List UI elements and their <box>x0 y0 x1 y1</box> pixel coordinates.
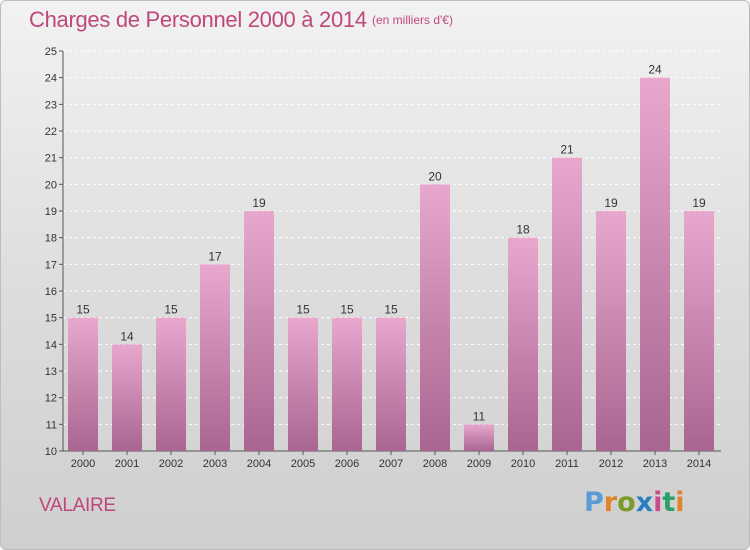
y-tick-label: 14 <box>45 339 57 351</box>
logo-letter: i <box>675 487 685 518</box>
data-labels: 15 14 15 17 19 15 15 15 20 11 18 21 19 24 19 <box>76 63 706 424</box>
bar-value-label: 15 <box>384 303 398 317</box>
y-tick-label: 20 <box>45 179 57 191</box>
x-tick-label: 2007 <box>379 458 403 470</box>
bar <box>156 317 186 451</box>
y-tick-label: 19 <box>45 206 57 218</box>
bar-value-label: 15 <box>296 303 310 317</box>
x-tick-label: 2012 <box>599 458 623 470</box>
y-tick-label: 23 <box>45 99 57 111</box>
y-tick-label: 15 <box>45 313 57 325</box>
bars <box>68 77 714 452</box>
x-tick-label: 2002 <box>159 458 183 470</box>
bar-value-label: 19 <box>252 196 266 210</box>
chart-title: Charges de Personnel 2000 à 2014 <box>29 7 367 32</box>
bar-value-label: 21 <box>560 143 574 157</box>
bar-value-label: 17 <box>208 249 222 263</box>
x-tick-label: 2001 <box>115 458 139 470</box>
bar <box>420 184 450 452</box>
commune-name: VALAIRE <box>39 495 116 516</box>
x-tick-label: 2013 <box>643 458 667 470</box>
x-tick-label: 2005 <box>291 458 315 470</box>
bar-value-label: 18 <box>516 223 530 237</box>
bar-value-label: 19 <box>692 196 706 210</box>
x-tick-label: 2003 <box>203 458 227 470</box>
y-tick-label: 24 <box>45 73 57 85</box>
y-tick-label: 25 <box>45 46 57 58</box>
bar <box>200 264 230 451</box>
bar-value-label: 20 <box>428 169 442 183</box>
y-tick-label: 13 <box>45 366 57 378</box>
y-tick-label: 10 <box>45 446 57 458</box>
x-tick-label: 2008 <box>423 458 447 470</box>
bar <box>464 424 494 451</box>
y-tick-label: 17 <box>45 259 57 271</box>
x-tick-label: 2014 <box>687 458 711 470</box>
y-tick-label: 16 <box>45 286 57 298</box>
bar-value-label: 15 <box>340 303 354 317</box>
x-tick-label: 2006 <box>335 458 359 470</box>
y-tick-label: 18 <box>45 233 57 245</box>
bar-value-label: 19 <box>604 196 618 210</box>
y-tick-label: 22 <box>45 126 57 138</box>
bar-value-label: 15 <box>76 303 90 317</box>
bar-value-label: 14 <box>120 329 134 343</box>
logo-letter: o <box>617 487 636 518</box>
bar <box>508 237 538 451</box>
bar-value-label: 15 <box>164 303 178 317</box>
bar <box>68 317 98 451</box>
x-tick-label: 2011 <box>555 458 579 470</box>
proxiti-logo[interactable]: Proxiti <box>584 487 685 518</box>
bar-value-label: 11 <box>473 409 486 423</box>
logo-letter: P <box>584 487 604 518</box>
logo-letter: i <box>653 487 663 518</box>
x-tick-label: 2004 <box>247 458 271 470</box>
bar <box>332 317 362 451</box>
bar <box>376 317 406 451</box>
axes: 10 11 12 13 14 15 16 17 18 19 20 21 22 23 24 25 2000 2001… <box>45 46 721 470</box>
chart-subtitle: (en milliers d'€) <box>372 13 453 27</box>
x-tick-label: 2010 <box>511 458 535 470</box>
bar <box>244 211 274 451</box>
y-tick-label: 21 <box>45 153 57 165</box>
y-tick-label: 11 <box>46 419 57 431</box>
x-tick-label: 2000 <box>71 458 95 470</box>
bar <box>684 211 714 451</box>
bar-value-label: 24 <box>648 63 662 77</box>
logo-letter: t <box>662 487 676 518</box>
logo-letter: x <box>635 487 654 518</box>
bar <box>552 157 582 451</box>
logo-letter: r <box>603 487 618 518</box>
bar <box>640 77 670 452</box>
bar <box>288 317 318 451</box>
bar <box>112 344 142 451</box>
x-tick-label: 2009 <box>467 458 491 470</box>
y-tick-label: 12 <box>45 393 57 405</box>
bar <box>596 211 626 451</box>
